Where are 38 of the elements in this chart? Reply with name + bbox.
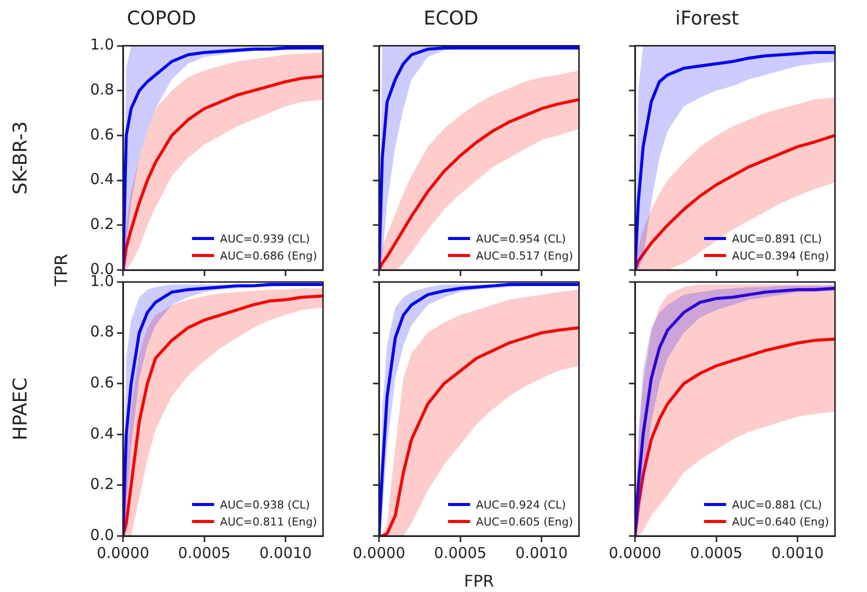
legend-label: AUC=0.939 (CL) [220, 232, 310, 246]
chart-title: iForest [675, 7, 739, 30]
legend-label: AUC=0.924 (CL) [476, 498, 566, 512]
y-tick-label: 0.6 [90, 373, 114, 392]
x-tick-label: 0.0000 [352, 544, 406, 562]
legend-label: AUC=0.605 (Eng) [476, 515, 574, 528]
x-tick-label: 0.0005 [178, 544, 231, 562]
legend-label: AUC=0.640 (Eng) [732, 515, 830, 528]
x-tick-label: 0.0000 [96, 544, 150, 562]
x-tick-label: 0.0010 [259, 544, 312, 562]
y-tick-label: 0.4 [90, 170, 114, 188]
y-axis-title: HPAEC [9, 378, 32, 440]
legend-label: AUC=0.881 (CL) [732, 498, 822, 512]
legend-label: AUC=0.811 (Eng) [220, 515, 318, 528]
y-axis-title: SK-BR-3 [9, 121, 32, 194]
y-tick-label: 0.2 [90, 475, 114, 494]
y-tick-label: 0.8 [90, 322, 114, 341]
y-tick-label: 0.8 [90, 80, 114, 99]
x-axis-title: FPR [464, 572, 494, 591]
x-tick-label: 0.0000 [608, 544, 662, 562]
legend-label: AUC=0.686 (Eng) [220, 249, 318, 262]
legend-label: AUC=0.954 (CL) [476, 232, 566, 246]
chart-title: COPOD [126, 7, 196, 30]
x-tick-label: 0.0005 [690, 544, 743, 562]
chart-title: ECOD [424, 7, 478, 30]
legend-label: AUC=0.938 (CL) [220, 498, 310, 512]
y-tick-label: 0.2 [90, 215, 114, 234]
legend-label: AUC=0.394 (Eng) [732, 249, 830, 262]
legend-label: AUC=0.891 (CL) [732, 232, 822, 246]
y-tick-label: 0.4 [90, 424, 114, 442]
x-tick-label: 0.0010 [771, 544, 824, 562]
y-tick-label: 0.0 [90, 526, 114, 544]
y-tick-label: 0.6 [90, 125, 114, 144]
legend-label: AUC=0.517 (Eng) [476, 249, 574, 262]
x-tick-label: 0.0005 [434, 544, 487, 562]
text: TPR [52, 254, 72, 286]
x-tick-label: 0.0010 [515, 544, 568, 562]
y-tick-label: 1.0 [90, 36, 114, 54]
